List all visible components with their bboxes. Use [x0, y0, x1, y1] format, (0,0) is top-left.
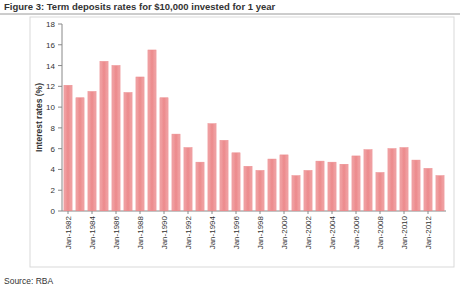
x-tick — [92, 211, 93, 214]
bar — [400, 148, 408, 211]
x-tick-label: Jan-1988 — [136, 215, 145, 249]
x-tick-label: Jan-2008 — [376, 215, 385, 249]
source-note: Source: RBA — [4, 276, 53, 286]
x-tick-label: Jan-2012 — [424, 215, 433, 249]
y-tick — [58, 211, 62, 212]
bar — [376, 173, 384, 211]
x-tick-label: Jan-1990 — [160, 215, 169, 249]
y-tick-label: 12 — [46, 82, 55, 91]
bar — [88, 92, 96, 211]
x-tick — [236, 211, 237, 214]
frame — [30, 17, 454, 267]
y-tick — [58, 86, 62, 87]
y-tick-label: 0 — [51, 207, 56, 216]
bar — [196, 162, 204, 211]
y-tick — [58, 107, 62, 108]
bar — [412, 160, 420, 211]
bar — [436, 176, 444, 211]
bar — [112, 66, 120, 211]
bar — [184, 148, 192, 211]
y-tick-label: 6 — [51, 145, 56, 154]
x-tick — [188, 211, 189, 214]
y-tick-label: 4 — [51, 165, 56, 174]
x-tick — [380, 211, 381, 214]
y-tick — [58, 169, 62, 170]
bar — [244, 166, 252, 211]
bar — [160, 98, 168, 211]
bars — [64, 50, 444, 211]
x-tick — [308, 211, 309, 214]
bar — [316, 161, 324, 211]
bar — [292, 176, 300, 211]
x-tick-label: Jan-1984 — [88, 215, 97, 249]
bar — [64, 85, 72, 211]
x-tick — [212, 211, 213, 214]
chart: Figure 3: Term deposits rates for $10,00… — [0, 0, 460, 291]
bar — [352, 156, 360, 211]
y-tick-label: 14 — [46, 62, 55, 71]
y-tick — [58, 44, 62, 45]
x-tick — [428, 211, 429, 214]
x-tick-label: Jan-1994 — [208, 215, 217, 249]
bar — [268, 159, 276, 211]
bar — [220, 140, 228, 211]
bar — [364, 150, 372, 211]
y-tick — [58, 127, 62, 128]
x-tick-label: Jan-2010 — [400, 215, 409, 249]
bar — [232, 153, 240, 211]
x-tick-label: Jan-1982 — [64, 215, 73, 249]
x-tick-label: Jan-1998 — [256, 215, 265, 249]
y-tick — [58, 65, 62, 66]
x-tick — [68, 211, 69, 214]
bar — [280, 155, 288, 211]
bar — [304, 170, 312, 211]
y-tick-label: 2 — [51, 186, 56, 195]
x-tick — [140, 211, 141, 214]
x-tick — [116, 211, 117, 214]
title: Figure 3: Term deposits rates for $10,00… — [4, 1, 276, 12]
y-tick-label: 10 — [46, 103, 55, 112]
x-tick — [356, 211, 357, 214]
x-tick — [404, 211, 405, 214]
bar — [76, 98, 84, 211]
bar — [340, 164, 348, 211]
title-rule — [0, 14, 460, 15]
x-tick-label: Jan-1992 — [184, 215, 193, 249]
bar — [388, 149, 396, 211]
bar — [208, 124, 216, 211]
bar — [100, 61, 108, 211]
y-tick-label: 8 — [51, 124, 56, 133]
x-tick-label: Jan-2002 — [304, 215, 313, 249]
y-tick — [58, 24, 62, 25]
y-tick — [58, 148, 62, 149]
x-tick — [164, 211, 165, 214]
bar — [136, 77, 144, 211]
x-tick — [260, 211, 261, 214]
x-tick — [332, 211, 333, 214]
bar — [256, 170, 264, 211]
y-axis — [62, 24, 63, 211]
bar — [148, 50, 156, 211]
bar — [328, 162, 336, 211]
bar — [172, 134, 180, 211]
y-tick-label: 16 — [46, 41, 55, 50]
bar — [424, 168, 432, 211]
y-tick — [58, 190, 62, 191]
y-axis-label: Interest rates (%) — [34, 83, 44, 152]
y-tick-label: 18 — [46, 20, 55, 29]
x-tick-label: Jan-2000 — [280, 215, 289, 249]
x-tick — [284, 211, 285, 214]
x-tick-label: Jan-2004 — [328, 215, 337, 249]
x-tick-label: Jan-1996 — [232, 215, 241, 249]
bar — [124, 93, 132, 211]
x-tick-label: Jan-2006 — [352, 215, 361, 249]
x-tick-label: Jan-1986 — [112, 215, 121, 249]
